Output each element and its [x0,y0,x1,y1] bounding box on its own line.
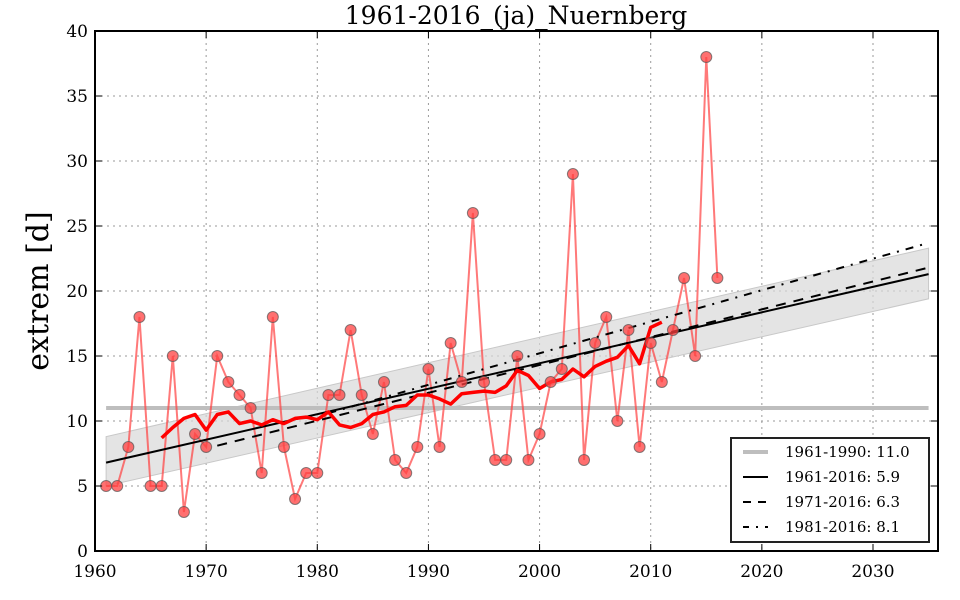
data-point [333,389,346,401]
data-point [411,441,424,453]
legend-label: 1961-1990: 11.0 [785,443,910,461]
data-point [678,272,691,284]
data-point [289,493,302,505]
data-point [655,376,668,388]
legend: 1961-1990: 11.0 1961-2016: 5.9 1971-2016: … [730,437,930,543]
trend-line-solid [105,273,929,464]
data-point [122,441,135,453]
legend-label: 1971-2016: 6.3 [785,493,900,511]
x-tick-label: 2020 [740,562,783,582]
data-point [300,467,313,479]
series-lines [105,56,929,513]
legend-label: 1961-2016: 5.9 [785,468,900,486]
data-point [211,350,224,362]
data-point [266,311,279,323]
data-point [578,454,591,466]
data-point [433,441,446,453]
x-tick-label: 2000 [518,562,561,582]
data-point [233,389,246,401]
y-tick-label: 25 [66,217,88,237]
y-tick-label: 10 [66,412,88,432]
data-point [255,467,268,479]
data-point [689,350,702,362]
data-point [455,376,468,388]
data-point [322,389,335,401]
data-point [177,506,190,518]
data-point [500,454,513,466]
x-tick-label: 1970 [185,562,228,582]
x-tick-label: 1980 [296,562,339,582]
legend-box [730,437,930,543]
data-point [589,337,602,349]
data-point [311,467,324,479]
data-point [466,207,479,219]
y-tick-label: 30 [66,152,88,172]
data-point [355,389,368,401]
y-tick-label: 0 [77,542,88,562]
data-point [400,467,413,479]
data-point [633,441,646,453]
data-point [666,324,679,336]
data-point [344,324,357,336]
data-point [489,454,502,466]
data-point [244,402,257,414]
data-point [511,350,524,362]
data-point [566,168,579,180]
data-point [155,480,168,492]
data-point [166,350,179,362]
y-tick-label: 15 [66,347,88,367]
data-point [478,376,490,388]
data-point [189,428,202,440]
trend-line-dashed [217,266,929,447]
data-point [533,428,546,440]
data-point [100,480,113,492]
annual-values-line [106,56,719,513]
data-point [144,480,157,492]
trend-line-dashdot [328,241,929,415]
data-point [111,480,124,492]
y-tick-label: 20 [66,282,88,302]
data-point [711,272,724,284]
data-point [277,441,290,453]
data-point [600,311,613,323]
data-point [700,51,713,63]
y-tick-labels: 0 5 10 15 20 25 30 35 40 [66,22,88,562]
data-point [644,337,657,349]
y-tick-label: 40 [66,22,88,42]
data-point [377,376,390,388]
data-point [422,363,435,375]
y-tick-label: 5 [77,477,88,497]
data-point [389,454,402,466]
y-axis-label: extrem [d] [21,211,56,370]
data-point [366,428,379,440]
x-tick-label: 1990 [407,562,450,582]
data-point [200,441,213,453]
data-points [100,51,724,518]
data-point [522,454,535,466]
axis-ticks [94,30,938,552]
confidence-band [105,247,930,487]
data-point [133,311,146,323]
data-point [555,363,568,375]
data-point [611,415,624,427]
chart-title: 1961-2016_(ja)_Nuernberg [345,1,687,30]
x-tick-label: 2030 [851,562,894,582]
x-tick-label: 2010 [629,562,672,582]
data-point [444,337,457,349]
trend-confidence-band [105,247,930,487]
legend-label: 1981-2016: 8.1 [785,518,900,536]
x-tick-labels: 1960 1970 1980 1990 2000 2010 2020 2030 [73,562,894,582]
running-mean-line [160,320,663,440]
data-point [222,376,235,388]
y-tick-label: 35 [66,87,88,107]
data-point [544,376,557,388]
data-point [622,324,635,336]
x-tick-label: 1960 [73,562,116,582]
